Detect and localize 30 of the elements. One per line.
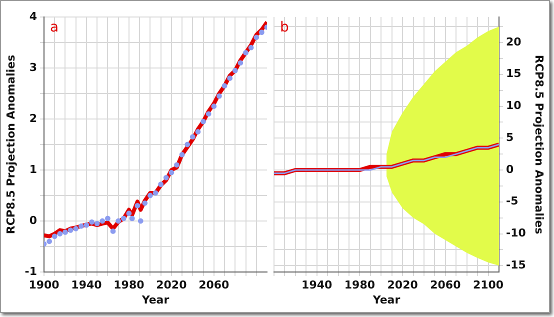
x-tick-label: 2020	[156, 278, 188, 292]
x-tick-label: 2100	[472, 278, 504, 292]
y2-tick-label: 5	[506, 130, 514, 144]
x-axis-title: Year	[140, 293, 170, 306]
y-tick-label: 4	[29, 10, 38, 23]
x-tick-label: 1940	[302, 278, 333, 292]
y-tick-label: 1	[29, 162, 37, 176]
y-axis-title: RCP8.5 Projection Anomalies	[4, 54, 18, 234]
x-axis-title: Year	[372, 293, 401, 306]
y-tick-label: 3	[29, 60, 37, 74]
x-tick-label: 2060	[430, 278, 462, 292]
x-tick-label: 1900	[28, 278, 60, 292]
x-tick-label: 2020	[387, 278, 418, 292]
y2-axis-title: RCP8.5 Projection Anomalies	[532, 54, 546, 235]
y2-tick-label: -15	[506, 258, 526, 272]
y-tick-label: -1	[24, 264, 37, 278]
y2-tick-label: 20	[506, 35, 522, 48]
annotation: a	[50, 20, 59, 36]
annotation: b	[280, 20, 289, 36]
y2-tick-label: -5	[506, 194, 518, 208]
x-tick-label: 1940	[71, 278, 102, 292]
x-tick-label: 1980	[344, 278, 376, 292]
y2-tick-label: 0	[506, 162, 514, 176]
y-tick-label: 0	[29, 214, 38, 227]
x-tick-label: 2060	[198, 278, 230, 292]
y2-tick-label: 15	[506, 67, 522, 80]
x-tick-label: 1980	[114, 278, 145, 292]
y-tick-label: 2	[29, 112, 37, 125]
y2-tick-label: -10	[506, 226, 526, 240]
y2-tick-label: 10	[506, 99, 522, 112]
